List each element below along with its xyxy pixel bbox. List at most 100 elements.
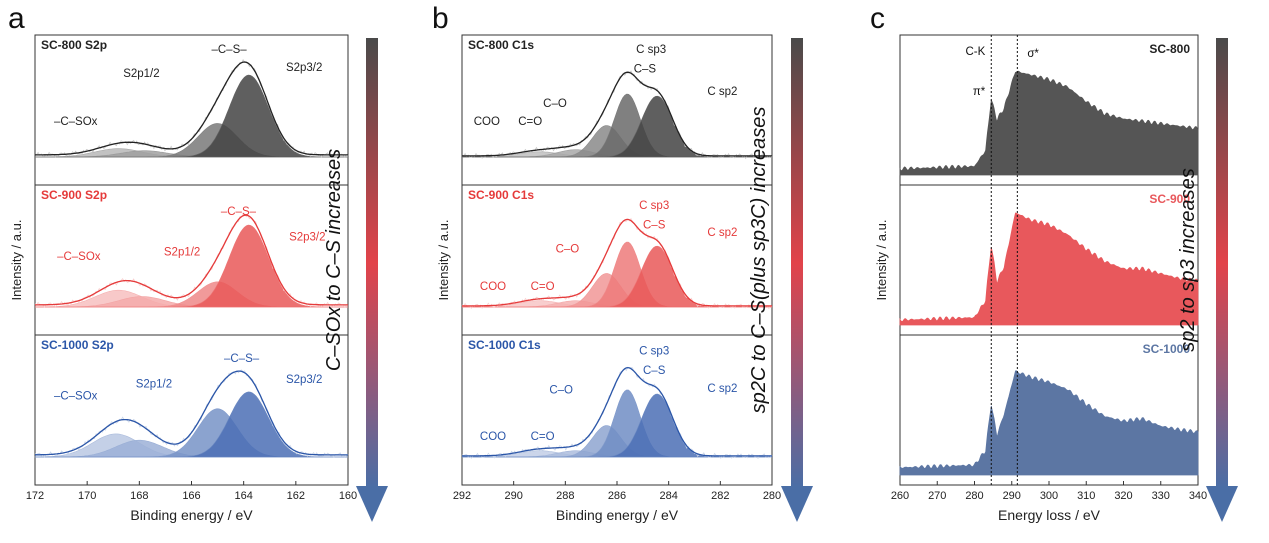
y-axis-label: Intensity / a.u. bbox=[9, 220, 24, 301]
subplot-title: SC-900 S2p bbox=[41, 188, 107, 202]
arrow-caption: sp2C to C–S(plus sp3C) increases bbox=[748, 107, 770, 414]
envelope-line bbox=[35, 62, 348, 155]
peak-label: C–O bbox=[543, 98, 567, 110]
subplot-2-2: SC-1000 bbox=[900, 335, 1198, 485]
subplot-title: SC-900 C1s bbox=[468, 188, 534, 202]
subplot-0-0: SC-800 S2p –C–S– S2p1/2 S2p3/2 –C–SOx bbox=[35, 35, 348, 185]
subplot-1-0: SC-800 C1s C sp3 C–S C sp2 C–OC=O COO bbox=[462, 35, 772, 185]
peak-label: C sp2 bbox=[707, 227, 737, 239]
subplot-frame bbox=[462, 35, 772, 185]
peak-label: –C–SOx bbox=[57, 251, 101, 263]
peak-label: C sp2 bbox=[707, 86, 737, 98]
x-tick-label: 168 bbox=[130, 490, 148, 502]
x-tick-label: 162 bbox=[287, 490, 305, 502]
peak-label: COO bbox=[480, 431, 506, 443]
x-tick-label: 300 bbox=[1040, 490, 1058, 502]
subplot-title: SC-1000 S2p bbox=[41, 338, 114, 352]
peak-label: C–O bbox=[549, 385, 573, 397]
peak-label: S2p3/2 bbox=[286, 62, 322, 74]
raw-data-line bbox=[35, 60, 348, 158]
x-tick-label: 280 bbox=[965, 490, 983, 502]
x-tick-label: 310 bbox=[1077, 490, 1095, 502]
edge-label: C-K bbox=[965, 46, 985, 58]
peak-label: C sp2 bbox=[707, 383, 737, 395]
x-tick-label: 270 bbox=[928, 490, 946, 502]
peak-label: S2p1/2 bbox=[136, 379, 172, 391]
x-tick-label: 330 bbox=[1152, 490, 1170, 502]
x-axis-label: Energy loss / eV bbox=[998, 507, 1101, 523]
panel-letter: b bbox=[432, 2, 449, 35]
peak-label: –C–S– bbox=[224, 353, 260, 365]
spectrum-area bbox=[900, 71, 1198, 175]
peak-label: –C–S– bbox=[221, 206, 257, 218]
x-tick-label: 164 bbox=[234, 490, 252, 502]
component-peak bbox=[462, 242, 772, 307]
x-tick-label: 282 bbox=[711, 490, 729, 502]
trend-arrow-1: sp2C to C–S(plus sp3C) increases bbox=[748, 38, 813, 522]
y-axis-label: Intensity / a.u. bbox=[874, 220, 889, 301]
x-tick-label: 172 bbox=[26, 490, 44, 502]
subplot-title: SC-1000 C1s bbox=[468, 338, 541, 352]
x-tick-label: 284 bbox=[659, 490, 677, 502]
x-tick-label: 280 bbox=[763, 490, 781, 502]
x-axis-0: 172 170 168 166 164 162 160 Binding energy / eV… bbox=[9, 220, 357, 523]
peak-label: –C–S– bbox=[211, 44, 247, 56]
sigma-label: σ* bbox=[1027, 48, 1039, 60]
x-tick-label: 340 bbox=[1189, 490, 1207, 502]
peak-label: C=O bbox=[531, 281, 555, 293]
peak-label: C–S bbox=[634, 64, 657, 76]
subplot-1-1: SC-900 C1sC sp3C–SC sp2C–OC=OCOO bbox=[462, 185, 772, 335]
panel-letter: c bbox=[870, 2, 885, 35]
peak-label: C sp3 bbox=[639, 346, 669, 358]
subplot-1-2: SC-1000 C1s C sp3 C–S C sp2 C–O C=O COO bbox=[462, 335, 772, 485]
x-tick-label: 290 bbox=[504, 490, 522, 502]
peak-label: C–S bbox=[643, 220, 666, 232]
component-peak bbox=[462, 390, 772, 457]
subplot-0-2: SC-1000 S2p –C–S– S2p1/2 S2p3/2 –C–SOx bbox=[35, 335, 348, 485]
peak-label: S2p1/2 bbox=[123, 68, 159, 80]
y-axis-label: Intensity / a.u. bbox=[436, 220, 451, 301]
subplot-2-1: SC-900 bbox=[900, 185, 1198, 335]
pi-label: π* bbox=[973, 86, 986, 98]
peak-label: S2p3/2 bbox=[289, 232, 325, 244]
arrow-caption: C–SOx to C–S increases bbox=[323, 149, 345, 371]
subplot-title: SC-800 C1s bbox=[468, 38, 534, 52]
x-tick-label: 292 bbox=[453, 490, 471, 502]
x-tick-label: 290 bbox=[1003, 490, 1021, 502]
x-tick-label: 320 bbox=[1114, 490, 1132, 502]
x-tick-label: 160 bbox=[339, 490, 357, 502]
peak-label: S2p3/2 bbox=[286, 374, 322, 386]
x-tick-label: 260 bbox=[891, 490, 909, 502]
subplot-frame bbox=[35, 335, 348, 485]
subplot-title: SC-800 S2p bbox=[41, 38, 107, 52]
subplot-frame bbox=[35, 35, 348, 185]
spectrum-area bbox=[900, 371, 1198, 475]
arrow-shaft bbox=[1216, 38, 1228, 488]
arrow-caption: sp2 to sp3 increases bbox=[1177, 168, 1199, 351]
arrow-shaft bbox=[366, 38, 378, 488]
arrow-head bbox=[356, 486, 388, 522]
peak-label: C sp3 bbox=[636, 44, 666, 56]
peak-label: C sp3 bbox=[639, 200, 669, 212]
x-tick-label: 286 bbox=[608, 490, 626, 502]
peak-label: C=O bbox=[518, 116, 542, 128]
peak-label: C–S bbox=[643, 365, 666, 377]
subplot-2-0: SC-800 bbox=[900, 35, 1198, 185]
x-axis-label: Binding energy / eV bbox=[556, 507, 679, 523]
subplot-0-1: SC-900 S2p–C–S–S2p1/2S2p3/2–C–SOx bbox=[35, 185, 348, 335]
spectrum-area bbox=[900, 213, 1198, 325]
peak-label: COO bbox=[480, 281, 506, 293]
subplot-title: SC-800 bbox=[1149, 42, 1190, 56]
peak-label: C=O bbox=[531, 431, 555, 443]
peak-label: –C–SOx bbox=[54, 391, 98, 403]
x-tick-label: 166 bbox=[182, 490, 200, 502]
x-tick-label: 288 bbox=[556, 490, 574, 502]
x-tick-label: 170 bbox=[78, 490, 96, 502]
panel-letter: a bbox=[8, 2, 25, 35]
component-peak bbox=[462, 94, 772, 157]
peak-label: –C–SOx bbox=[54, 116, 98, 128]
x-axis-1: 292 290 288 286 284 282 280 Binding energy / eV… bbox=[436, 220, 781, 523]
arrow-shaft bbox=[791, 38, 803, 488]
x-axis-label: Binding energy / eV bbox=[130, 507, 253, 523]
